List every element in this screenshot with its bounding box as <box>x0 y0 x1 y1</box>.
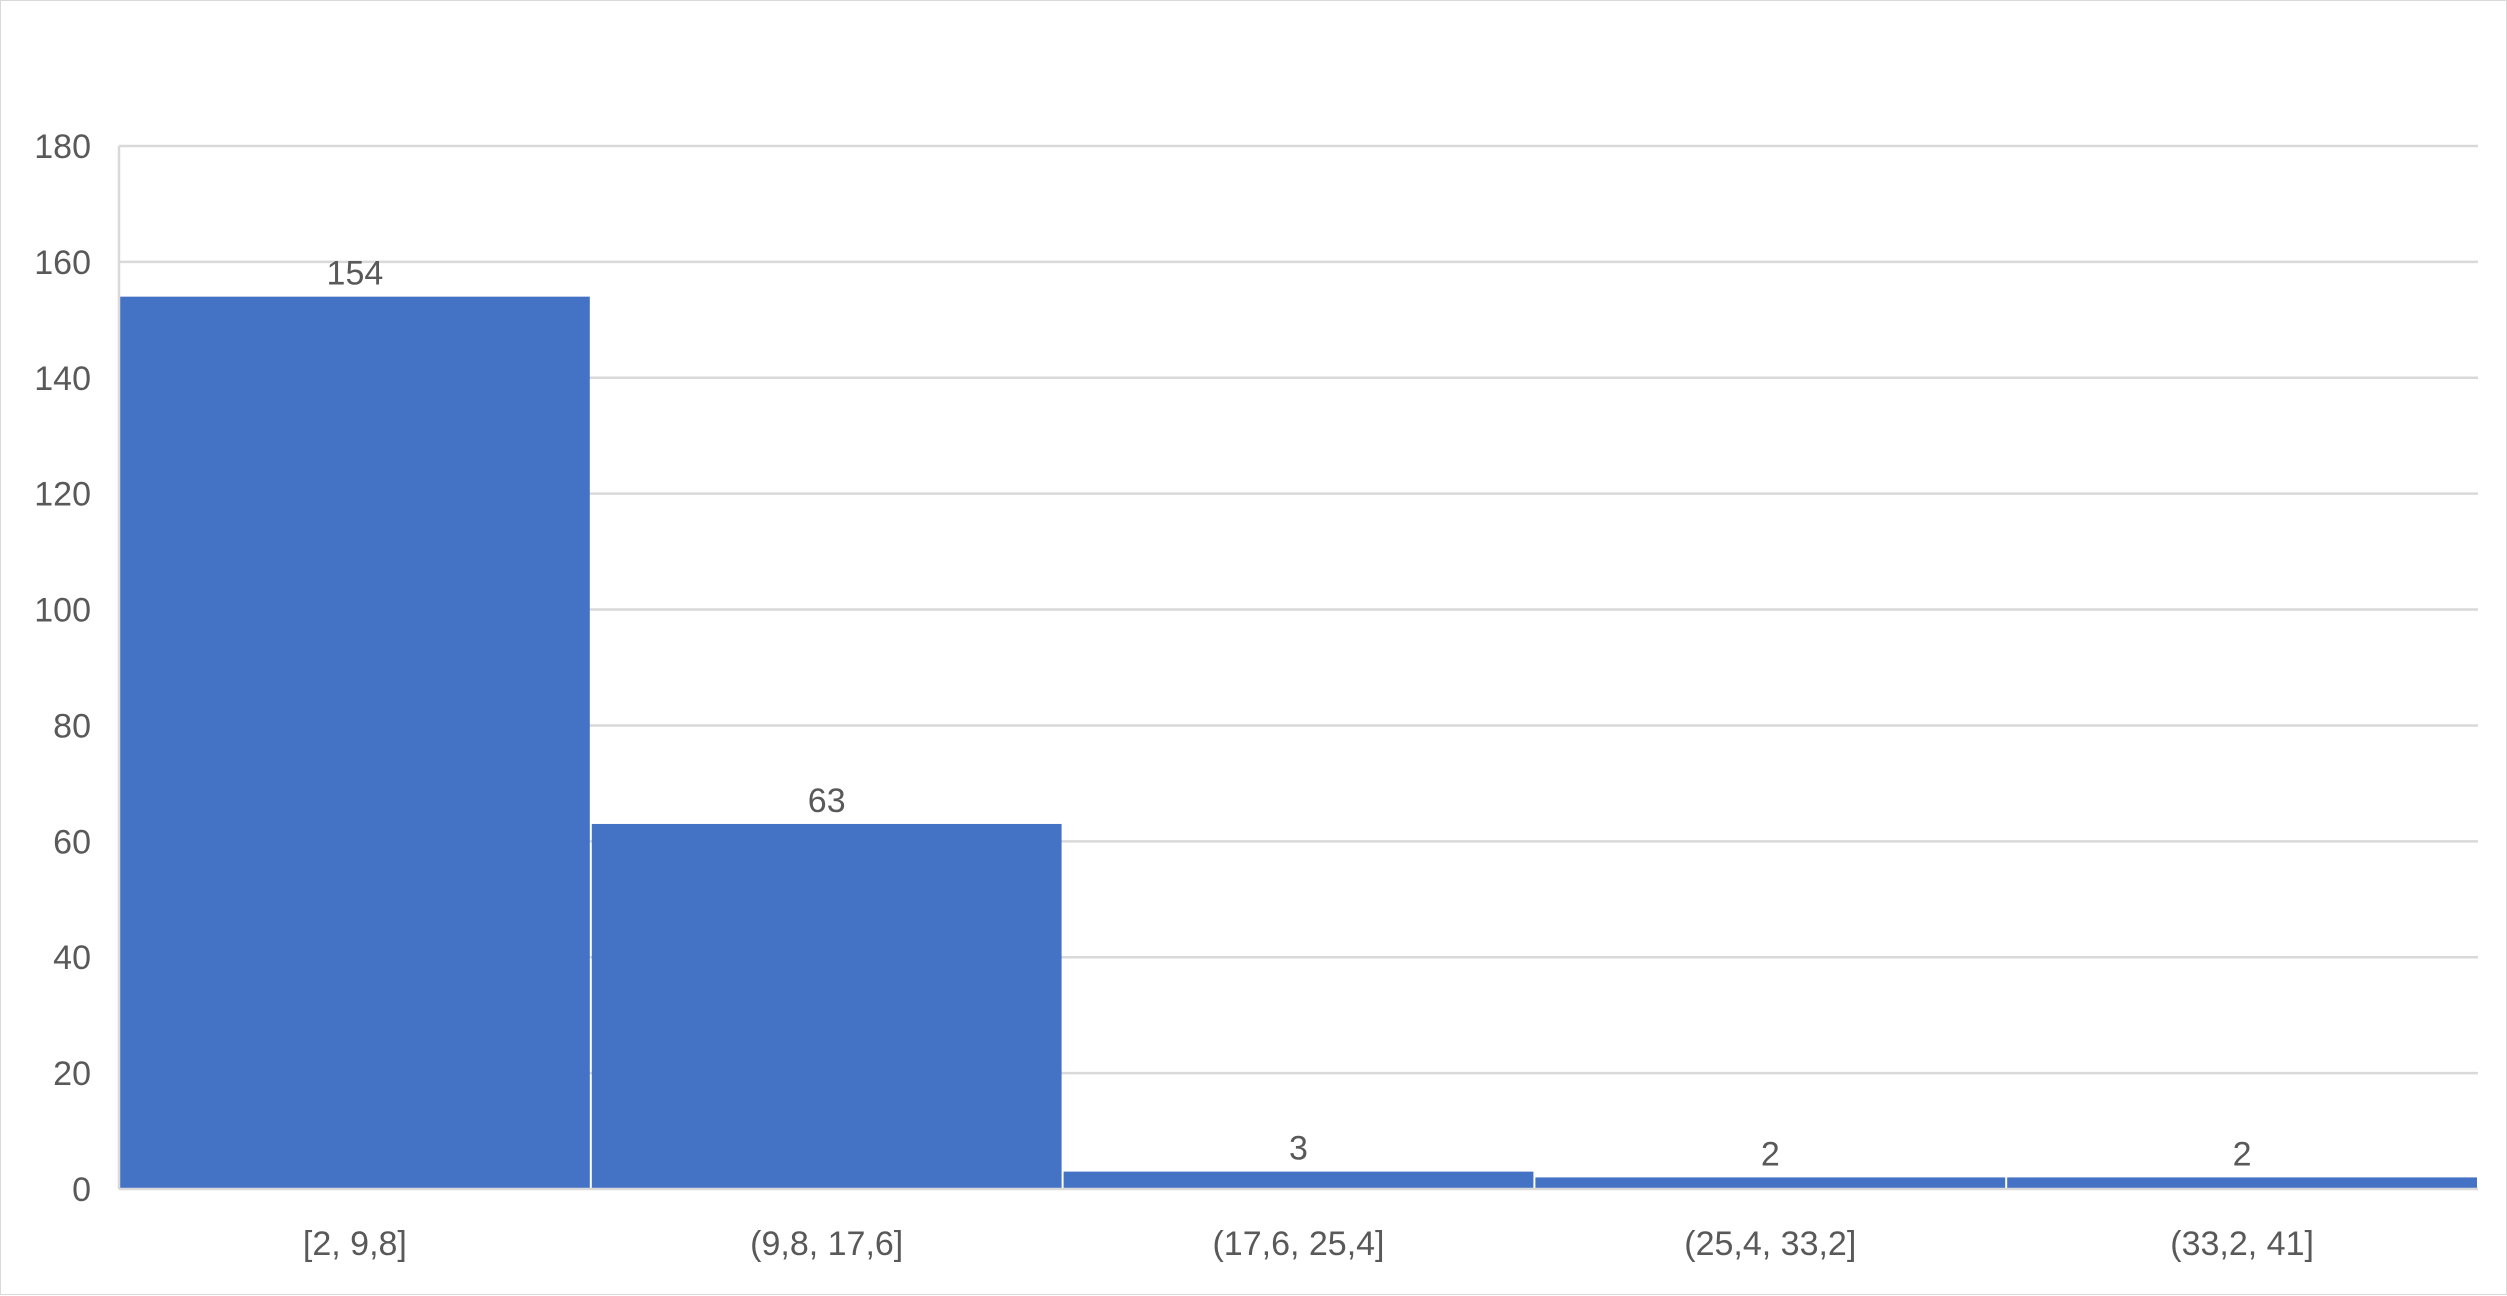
data-label: 154 <box>327 255 384 293</box>
x-category-label: (17,6, 25,4] <box>1212 1225 1384 1263</box>
y-tick-label: 60 <box>53 823 91 861</box>
y-tick-label: 160 <box>34 244 91 282</box>
axes <box>117 146 2478 1191</box>
bar <box>120 296 590 1190</box>
bars <box>120 296 2477 1190</box>
data-label: 2 <box>2233 1135 2252 1173</box>
x-category-label: (9,8, 17,6] <box>750 1225 903 1263</box>
y-tick-label: 80 <box>53 707 91 745</box>
bar <box>1063 1171 1534 1189</box>
y-tick-label: 120 <box>34 476 91 514</box>
bar <box>2007 1177 2477 1189</box>
y-tick-label: 140 <box>34 360 91 398</box>
x-category-label: (33,2, 41] <box>2170 1225 2314 1263</box>
y-tick-label: 180 <box>34 128 91 166</box>
data-label: 3 <box>1289 1130 1308 1168</box>
bar <box>591 823 1062 1189</box>
y-tick-label: 100 <box>34 592 91 630</box>
data-label: 63 <box>808 782 846 820</box>
y-tick-label: 0 <box>72 1171 91 1209</box>
labels: 0 20 40 60 80 100 120 140 160 180 154 [2, 9,8] 63 (9,… <box>34 128 2314 1263</box>
y-tick-label: 20 <box>53 1055 91 1093</box>
data-label: 2 <box>1761 1135 1780 1173</box>
y-tick-label: 40 <box>53 939 91 977</box>
bar <box>1535 1177 2006 1189</box>
x-category-label: (25,4, 33,2] <box>1684 1225 1856 1263</box>
x-category-label: [2, 9,8] <box>303 1225 407 1263</box>
